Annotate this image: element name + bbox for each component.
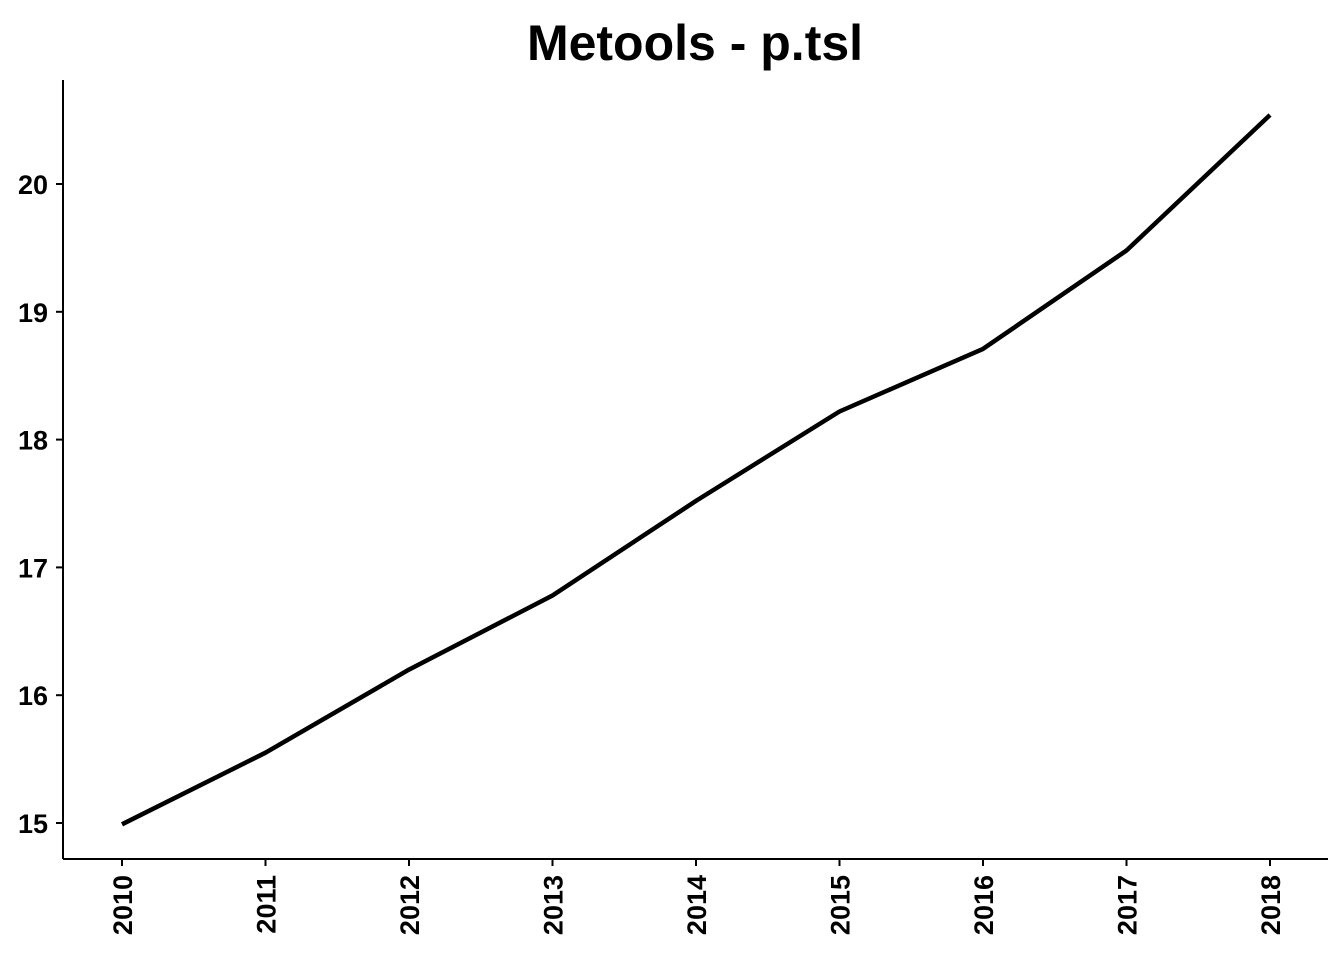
y-tick-label: 15 [18, 809, 48, 839]
chart-title: Metools - p.tsl [527, 15, 863, 71]
plot-series [120, 113, 1272, 827]
x-axis: 2010 2011 2012 2013 2014 2015 2016 2017 2018 [63, 858, 1328, 935]
y-tick-label: 17 [18, 553, 48, 583]
y-tick-label: 19 [18, 298, 48, 328]
y-tick-label: 20 [18, 170, 48, 200]
x-tick-label: 2011 [252, 875, 282, 934]
x-tick-label: 2012 [395, 875, 425, 935]
x-tick-label: 2015 [826, 875, 856, 935]
y-axis: 15 16 17 18 19 20 [18, 80, 64, 859]
x-tick-label: 2010 [108, 875, 138, 935]
x-tick-label: 2016 [969, 875, 999, 935]
x-tick-label: 2017 [1113, 875, 1143, 935]
x-tick-label: 2013 [539, 875, 569, 935]
x-tick-label: 2014 [682, 875, 712, 935]
y-tick-label: 16 [18, 681, 48, 711]
x-tick-label: 2018 [1256, 875, 1286, 935]
series-line [120, 113, 1272, 827]
y-tick-label: 18 [18, 426, 48, 456]
